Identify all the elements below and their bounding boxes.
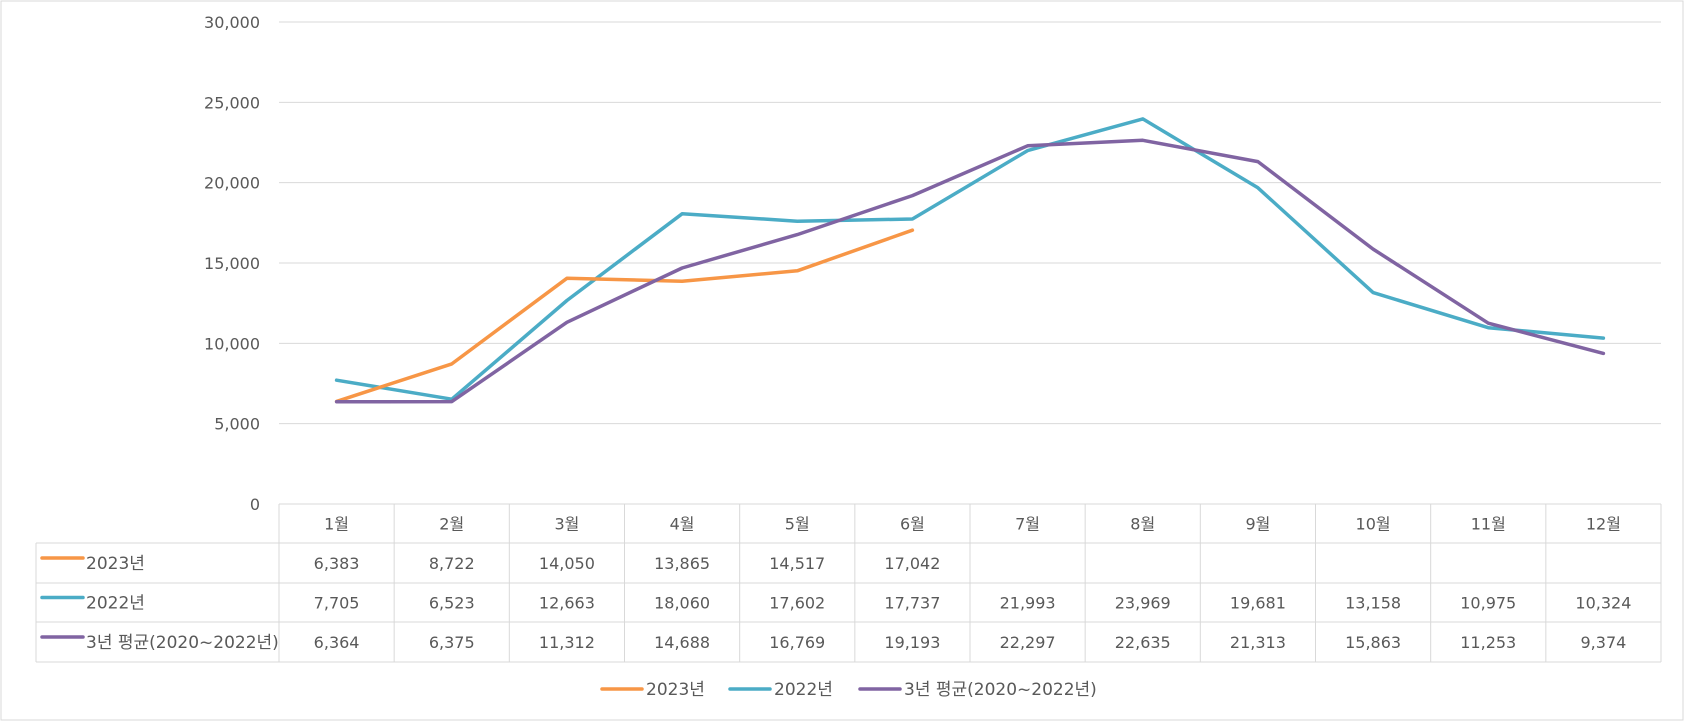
row-label: 2022년 — [86, 594, 145, 614]
table-value: 14,688 — [654, 633, 710, 652]
x-category-label: 3월 — [554, 515, 579, 534]
data-table: 1월 2월 3월 4월 5월 6월 7월 8월 9월 10월 11월 12월 2023년 6,383 8,7… — [35, 503, 1662, 663]
table-value: 14,517 — [769, 554, 825, 573]
y-tick-label: 0 — [250, 495, 260, 514]
x-category-label: 4월 — [670, 515, 695, 534]
x-category-label: 9월 — [1245, 515, 1270, 534]
table-value: 6,383 — [314, 554, 360, 573]
x-category-label: 10월 — [1356, 515, 1391, 534]
table-value: 11,253 — [1460, 633, 1516, 652]
legend-label: 3년 평균(2020~2022년) — [904, 680, 1097, 700]
y-tick-label: 25,000 — [204, 93, 260, 112]
table-value: 22,297 — [1000, 633, 1056, 652]
table-value: 23,969 — [1115, 594, 1171, 613]
table-value: 17,042 — [884, 554, 940, 573]
table-value: 19,681 — [1230, 594, 1286, 613]
x-category-label: 12월 — [1586, 515, 1621, 534]
x-category-label: 11월 — [1471, 515, 1506, 534]
legend: 2023년 2022년 3년 평균(2020~2022년) — [600, 680, 1097, 700]
table-value: 6,375 — [429, 633, 475, 652]
table-value: 17,737 — [884, 594, 940, 613]
table-value: 17,602 — [769, 594, 825, 613]
gridlines — [279, 21, 1661, 425]
x-category-label: 6월 — [900, 515, 925, 534]
x-category-label: 2월 — [439, 515, 464, 534]
x-category-label: 8월 — [1130, 515, 1155, 534]
y-tick-label: 15,000 — [204, 254, 260, 273]
table-value: 13,158 — [1345, 594, 1401, 613]
table-value: 18,060 — [654, 594, 710, 613]
table-value: 19,193 — [884, 633, 940, 652]
table-value: 10,975 — [1460, 594, 1516, 613]
legend-label: 2023년 — [646, 680, 705, 700]
y-tick-label: 30,000 — [204, 13, 260, 32]
y-tick-label: 5,000 — [214, 415, 260, 434]
table-value: 13,865 — [654, 554, 710, 573]
series-line — [334, 117, 1606, 401]
table-value: 21,313 — [1230, 633, 1286, 652]
table-value: 16,769 — [769, 633, 825, 652]
row-label: 3년 평균(2020~2022년) — [86, 633, 279, 653]
x-category-label: 5월 — [785, 515, 810, 534]
table-value: 15,863 — [1345, 633, 1401, 652]
table-value: 10,324 — [1575, 594, 1631, 613]
y-tick-label: 10,000 — [204, 334, 260, 353]
x-category-label: 7월 — [1015, 515, 1040, 534]
table-value: 6,523 — [429, 594, 475, 613]
table-value: 7,705 — [314, 594, 360, 613]
legend-label: 2022년 — [774, 680, 833, 700]
row-label: 2023년 — [86, 554, 145, 574]
table-value: 22,635 — [1115, 633, 1171, 652]
y-axis: 0 5,000 10,000 15,000 20,000 25,000 30,000 — [204, 13, 260, 514]
table-value: 9,374 — [1581, 633, 1627, 652]
table-value: 6,364 — [314, 633, 360, 652]
table-value: 8,722 — [429, 554, 475, 573]
series-line — [334, 138, 1606, 404]
x-category-label: 1월 — [324, 515, 349, 534]
series-line — [334, 228, 915, 404]
series-lines — [334, 117, 1606, 404]
table-value: 12,663 — [539, 594, 595, 613]
table-value: 21,993 — [1000, 594, 1056, 613]
table-value: 14,050 — [539, 554, 595, 573]
table-value: 11,312 — [539, 633, 595, 652]
y-tick-label: 20,000 — [204, 174, 260, 193]
